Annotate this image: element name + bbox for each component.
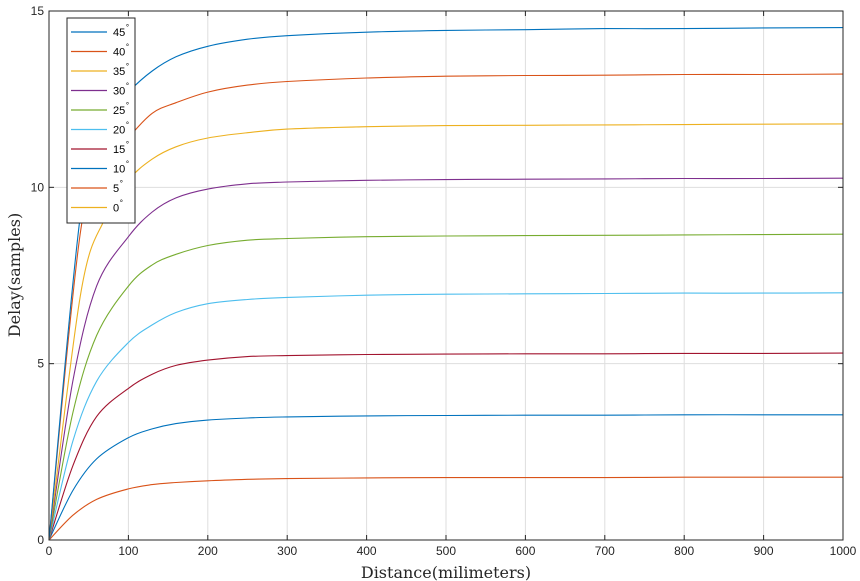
legend-degree-sign: ° bbox=[126, 62, 129, 71]
legend-degree-sign: ° bbox=[126, 101, 129, 110]
x-tick-label: 500 bbox=[436, 544, 456, 558]
x-tick-label: 300 bbox=[277, 544, 297, 558]
legend-label-5: 5 bbox=[113, 183, 119, 195]
series-line-15 bbox=[48, 352, 844, 541]
series-line-30 bbox=[48, 177, 844, 541]
y-axis-label: Delay(samples) bbox=[5, 213, 24, 337]
x-tick-label: 700 bbox=[595, 544, 615, 558]
legend-degree-sign: ° bbox=[126, 82, 129, 91]
x-tick-label: 200 bbox=[198, 544, 218, 558]
legend-label-45: 45 bbox=[113, 27, 125, 39]
legend-degree-sign: ° bbox=[126, 43, 129, 52]
x-tick-label: 900 bbox=[754, 544, 774, 558]
y-tick-label: 15 bbox=[31, 4, 45, 18]
legend-label-0: 0 bbox=[113, 203, 119, 215]
legend-box bbox=[66, 17, 136, 224]
legend-label-25: 25 bbox=[113, 105, 125, 117]
series-line-25 bbox=[48, 233, 844, 541]
legend-label-40: 40 bbox=[113, 47, 125, 59]
legend-degree-sign: ° bbox=[126, 23, 129, 32]
legend-label-10: 10 bbox=[113, 164, 125, 176]
x-tick-label: 1000 bbox=[830, 544, 857, 558]
legend-degree-sign: ° bbox=[126, 140, 129, 149]
legend-degree-sign: ° bbox=[126, 121, 129, 130]
series-line-35 bbox=[48, 123, 844, 541]
legend-label-30: 30 bbox=[113, 86, 125, 98]
series-line-20 bbox=[48, 292, 844, 541]
legend-degree-sign: ° bbox=[126, 160, 129, 169]
y-tick-label: 10 bbox=[31, 180, 45, 194]
legend-degree-sign: ° bbox=[120, 179, 123, 188]
legend-degree-sign: ° bbox=[120, 199, 123, 208]
x-tick-label: 100 bbox=[118, 544, 138, 558]
x-tick-label: 800 bbox=[674, 544, 694, 558]
x-tick-label: 600 bbox=[515, 544, 535, 558]
series-line-5 bbox=[48, 476, 843, 541]
y-tick-label: 0 bbox=[37, 533, 44, 547]
x-axis-label: Distance(milimeters) bbox=[361, 563, 531, 581]
y-tick-label: 5 bbox=[37, 357, 44, 371]
legend: 45 °40 °35 °30 °25 °20 °15 °10 °5 °0 ° bbox=[66, 17, 136, 224]
series-line-10 bbox=[48, 414, 843, 541]
x-tick-label: 0 bbox=[46, 544, 53, 558]
legend-label-20: 20 bbox=[113, 125, 125, 137]
legend-label-15: 15 bbox=[113, 144, 125, 156]
legend-label-35: 35 bbox=[113, 66, 125, 78]
x-tick-label: 400 bbox=[357, 544, 377, 558]
